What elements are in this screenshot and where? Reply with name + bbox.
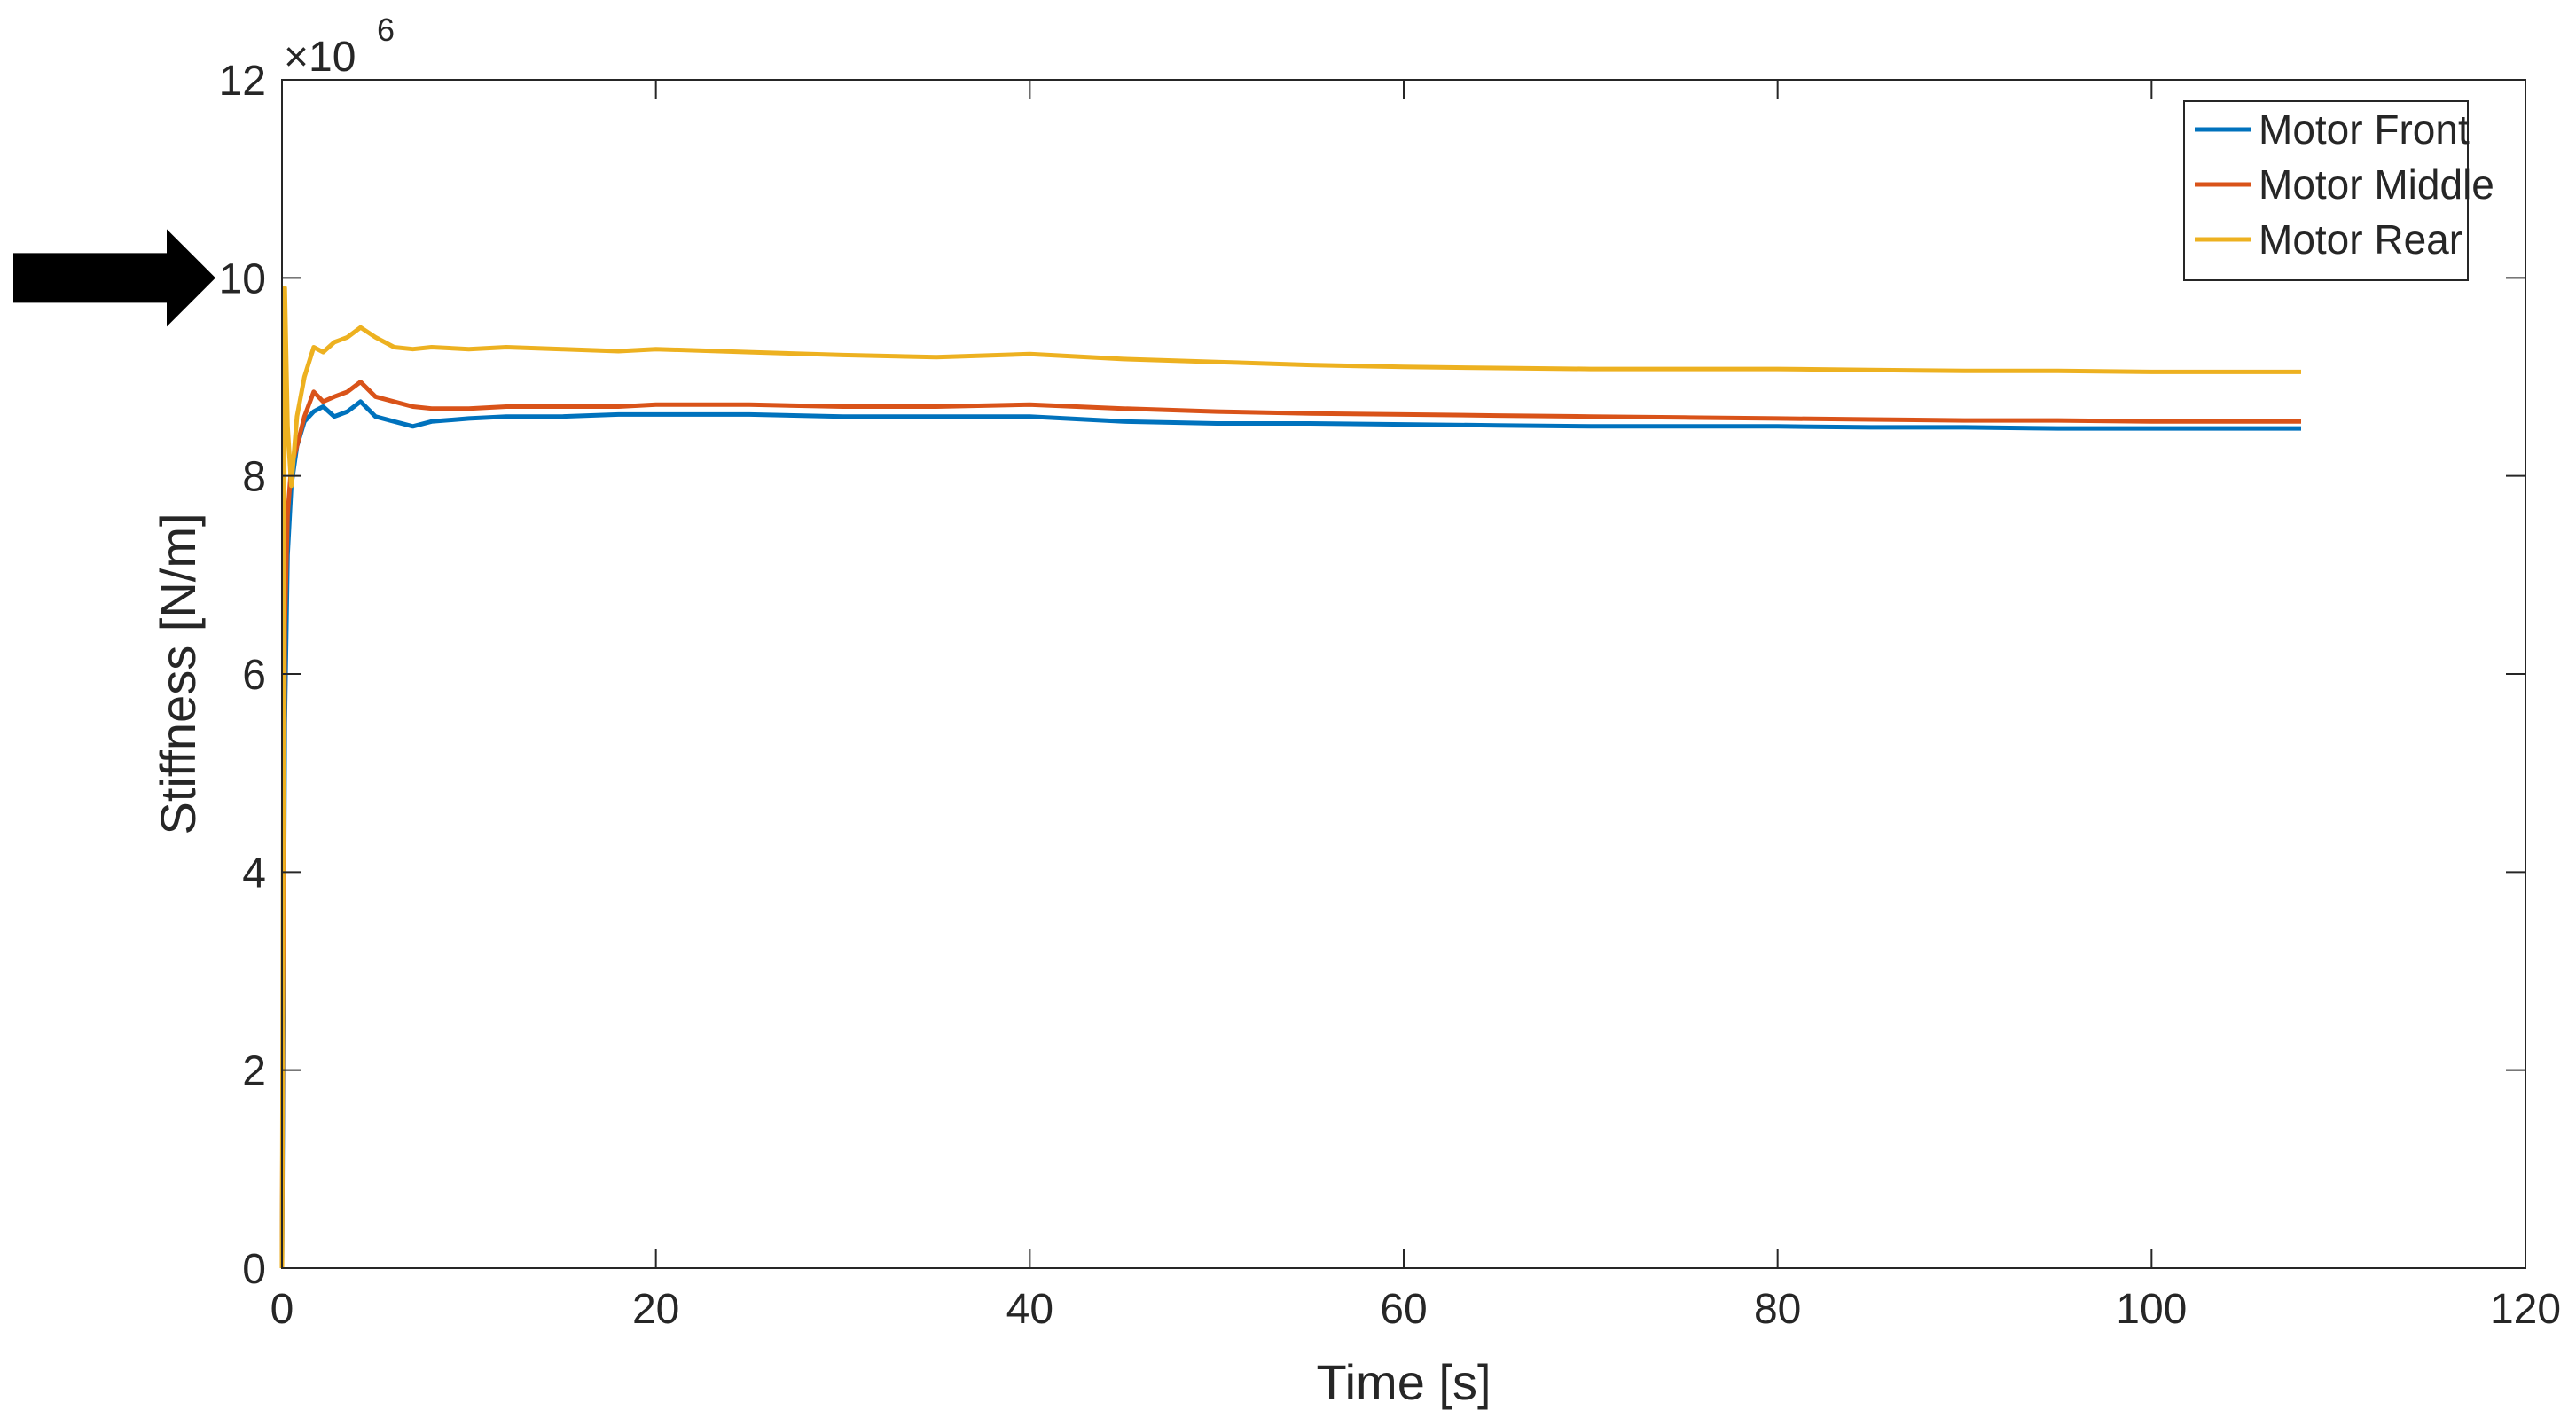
y-axis-title: Stiffness [N/m] [150,513,206,834]
legend: Motor Front Motor Middle Motor Rear [2183,100,2494,281]
series-line-3 [279,286,2301,1269]
x-tick-label: 60 [1380,1286,1427,1333]
arrow-annotation-icon [13,229,215,327]
x-axis: 0 20 40 60 80 100 120 [270,80,2561,1333]
y-axis-multiplier: ×10 6 [284,12,395,81]
x-tick-label: 120 [2490,1286,2561,1333]
series-line-1 [279,399,2301,1269]
x-tick-label: 80 [1754,1286,1801,1333]
y-tick-label: 6 [242,652,266,699]
x-tick-label: 0 [270,1286,294,1333]
y-axis: 0 2 4 6 8 10 12 [219,58,2525,1293]
y-tick-label: 4 [242,850,266,897]
legend-label-1: Motor Front [2259,106,2470,153]
y-tick-label: 8 [242,454,266,501]
legend-label-3: Motor Rear [2259,216,2462,262]
x-tick-label: 40 [1006,1286,1053,1333]
plot-area [282,80,2525,1268]
y-tick-label: 10 [219,255,266,302]
y-multiplier-base: ×10 [284,34,356,81]
y-multiplier-exponent: 6 [377,12,395,48]
x-tick-label: 100 [2116,1286,2187,1333]
x-tick-label: 20 [632,1286,679,1333]
y-tick-label: 12 [219,58,266,105]
y-tick-label: 0 [242,1246,266,1293]
legend-label-2: Motor Middle [2259,161,2494,208]
y-tick-label: 2 [242,1048,266,1095]
x-axis-title: Time [s] [1316,1354,1491,1410]
series-layer [279,286,2301,1269]
series-line-2 [279,380,2301,1269]
